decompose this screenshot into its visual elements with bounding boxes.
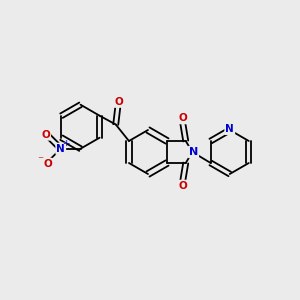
- Text: O: O: [43, 159, 52, 169]
- Text: +: +: [62, 139, 70, 148]
- Text: O: O: [178, 113, 187, 123]
- Text: O: O: [115, 97, 123, 107]
- Text: O: O: [41, 130, 50, 140]
- Text: N: N: [225, 124, 234, 134]
- Text: ⁻: ⁻: [38, 154, 44, 167]
- Text: N: N: [189, 147, 198, 157]
- Text: N: N: [56, 144, 65, 154]
- Text: O: O: [178, 181, 187, 191]
